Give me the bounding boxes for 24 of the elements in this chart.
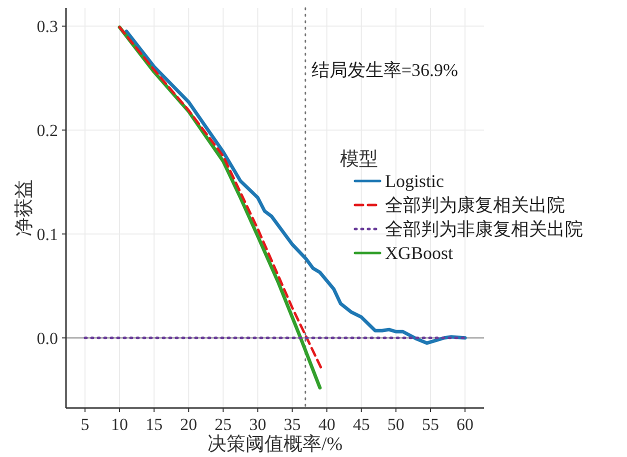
legend-label: 全部判为非康复相关出院 — [385, 219, 583, 239]
x-tick-label: 40 — [318, 415, 336, 434]
x-tick-label: 30 — [249, 415, 266, 434]
x-tick-label: 35 — [284, 415, 301, 434]
legend-label: XGBoost — [385, 243, 454, 263]
y-tick-label: 0.1 — [36, 224, 58, 244]
y-axis-title: 净获益 — [14, 180, 35, 236]
x-tick-label: 20 — [180, 415, 198, 434]
y-tick-label: 0.3 — [36, 17, 58, 36]
ref-line-label: 结局发生率=36.9% — [311, 60, 458, 80]
legend-title: 模型 — [340, 149, 378, 170]
x-tick-label: 60 — [456, 415, 474, 434]
x-tick-label: 55 — [422, 415, 439, 434]
x-tick-label: 5 — [80, 415, 90, 434]
x-tick-label: 10 — [111, 415, 128, 434]
legend-label: Logistic — [385, 171, 444, 191]
x-axis-title: 决策阈值概率/% — [207, 433, 343, 455]
x-tick-label: 25 — [214, 415, 232, 434]
x-tick-label: 50 — [387, 415, 404, 434]
y-tick-label: 0.2 — [36, 121, 58, 140]
x-tick-label: 45 — [352, 415, 370, 434]
x-tick-label: 15 — [146, 415, 163, 434]
y-tick-label: 0.0 — [36, 328, 58, 348]
legend-label: 全部判为康复相关出院 — [385, 195, 565, 215]
